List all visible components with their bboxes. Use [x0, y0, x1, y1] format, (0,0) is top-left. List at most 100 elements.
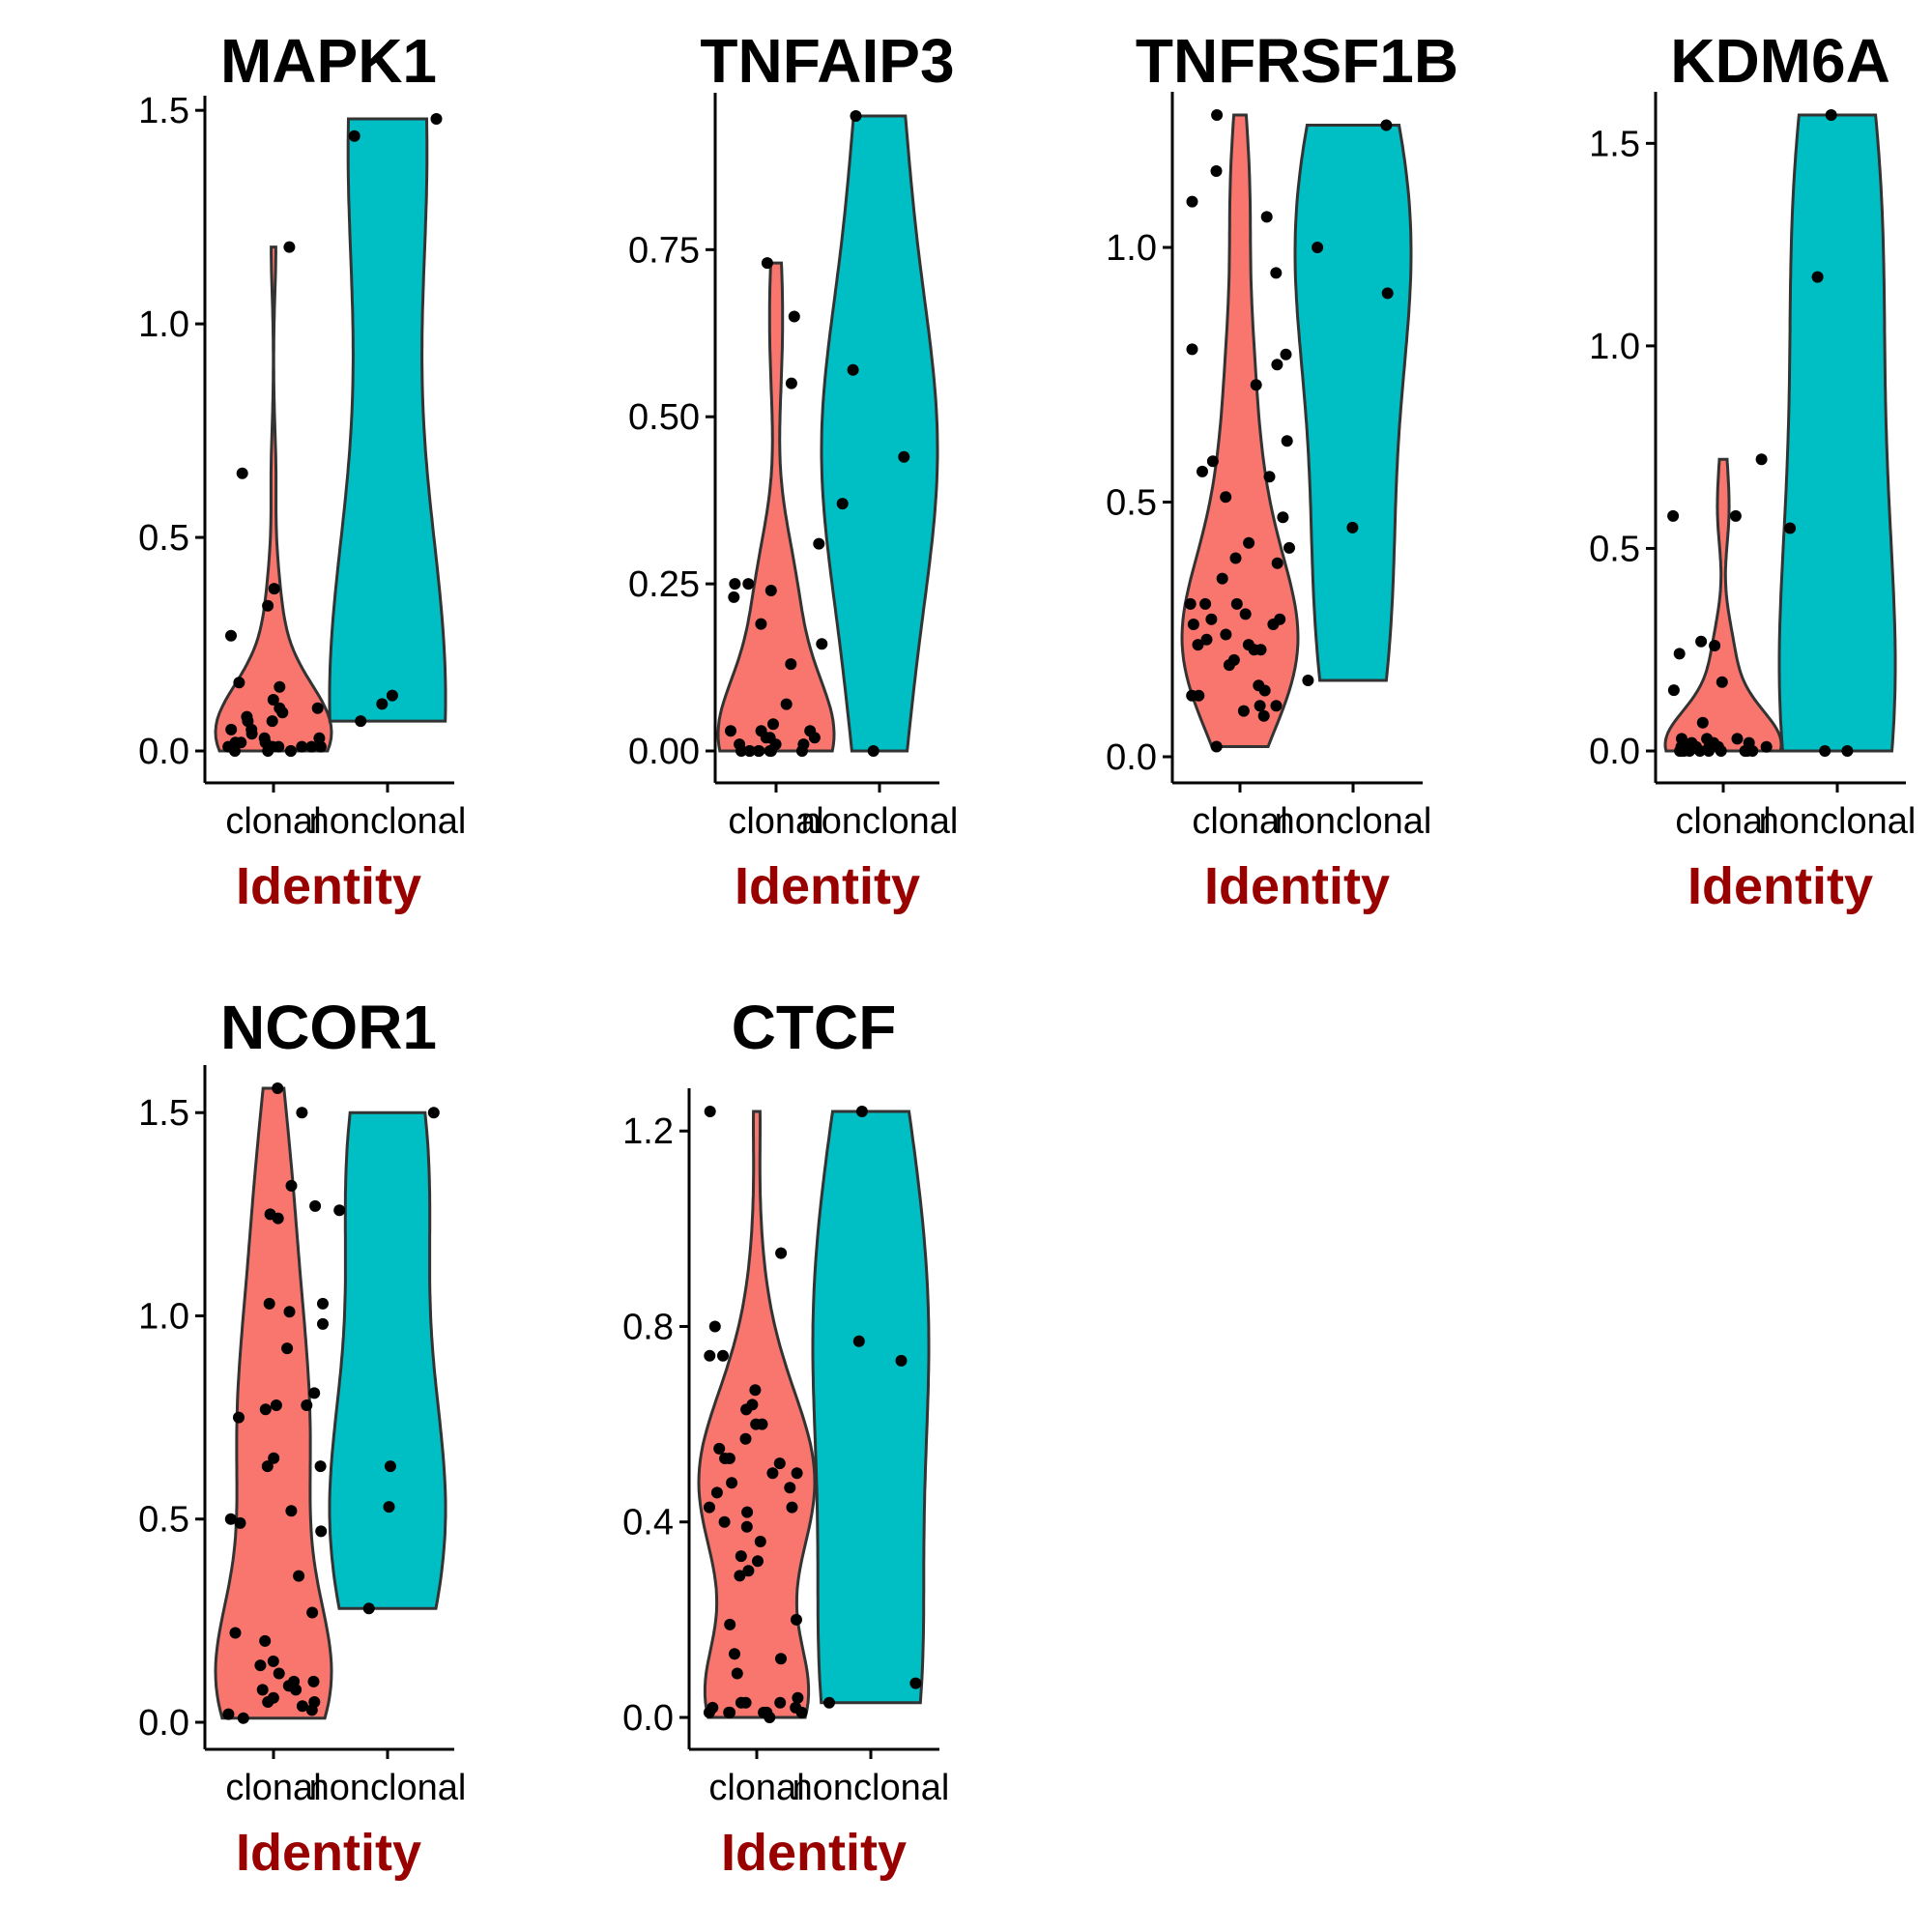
- x-tick-label: nonclonal: [1759, 801, 1917, 842]
- data-point: [1239, 608, 1252, 620]
- data-point: [898, 450, 910, 463]
- data-point: [317, 1297, 329, 1310]
- data-point: [1230, 597, 1243, 610]
- data-point: [296, 1107, 308, 1119]
- data-point: [355, 715, 367, 728]
- panel-title: TNFAIP3: [700, 26, 954, 96]
- y-tick-label: 1.0: [138, 1296, 189, 1337]
- data-point: [717, 1349, 729, 1362]
- data-point: [795, 1706, 808, 1718]
- data-point: [306, 1606, 319, 1619]
- data-point: [706, 1701, 719, 1714]
- data-point: [1825, 109, 1837, 121]
- data-point: [234, 1516, 246, 1529]
- data-point: [273, 740, 285, 753]
- y-tick-label: 0.0: [138, 1703, 189, 1744]
- data-point: [1673, 648, 1686, 660]
- violin-nonclonal: [328, 117, 447, 723]
- panel-title: CTCF: [732, 993, 897, 1062]
- data-point: [731, 1667, 743, 1680]
- violin-nonclonal: [1293, 124, 1413, 682]
- data-point: [1210, 740, 1223, 753]
- data-point: [795, 745, 808, 757]
- data-point: [281, 1342, 294, 1355]
- data-point: [283, 241, 296, 253]
- data-point: [746, 1399, 759, 1411]
- data-point: [1243, 536, 1255, 549]
- data-point: [1260, 211, 1273, 223]
- data-point: [734, 1570, 746, 1582]
- data-point: [852, 1335, 865, 1347]
- data-point: [290, 1684, 303, 1696]
- data-point: [704, 1501, 715, 1514]
- data-point: [774, 1696, 787, 1709]
- data-point: [780, 698, 793, 710]
- data-point: [273, 1667, 285, 1680]
- data-point: [256, 1684, 269, 1696]
- data-point: [296, 740, 308, 753]
- data-point: [430, 113, 443, 125]
- data-point: [314, 740, 327, 753]
- data-point: [1227, 653, 1240, 666]
- data-point: [313, 732, 326, 744]
- data-point: [1760, 740, 1773, 753]
- violin-nonclonal: [1777, 113, 1897, 753]
- y-tick-label: 0.50: [628, 397, 700, 438]
- data-point: [362, 1602, 375, 1615]
- data-point: [775, 1247, 788, 1259]
- data-point: [333, 1204, 346, 1217]
- data-point: [739, 1432, 752, 1445]
- data-point: [305, 740, 318, 753]
- data-point: [813, 537, 825, 550]
- data-point: [764, 1712, 776, 1723]
- y-tick-label: 1.0: [138, 304, 189, 345]
- data-point: [272, 1082, 284, 1094]
- data-point: [267, 1655, 279, 1667]
- data-point: [734, 738, 746, 751]
- data-point: [836, 498, 849, 510]
- data-point: [308, 1387, 321, 1399]
- data-point: [236, 467, 248, 479]
- data-point: [788, 310, 800, 323]
- data-point: [229, 736, 242, 749]
- data-point: [383, 1501, 395, 1514]
- data-point: [775, 1653, 787, 1665]
- data-point: [791, 1467, 803, 1480]
- y-tick-label: 0.5: [1589, 529, 1640, 569]
- data-point: [726, 1477, 738, 1489]
- violin-clonal: [716, 261, 836, 753]
- x-tick-label: clonal: [225, 801, 321, 842]
- data-point: [241, 710, 253, 723]
- data-point: [1205, 613, 1218, 625]
- data-point: [735, 1550, 747, 1563]
- y-tick-label: 1.5: [1589, 124, 1640, 164]
- data-point: [254, 1659, 267, 1672]
- data-point: [867, 745, 879, 757]
- x-tick-label: clonal: [1675, 801, 1771, 842]
- data-point: [276, 706, 289, 719]
- data-point: [1381, 287, 1394, 300]
- data-point: [315, 1525, 328, 1538]
- data-point: [743, 745, 756, 757]
- data-point: [718, 1515, 731, 1528]
- data-point: [311, 702, 324, 714]
- data-point: [895, 1354, 908, 1367]
- data-point: [1283, 541, 1295, 554]
- x-axis-title: Identity: [1687, 857, 1873, 915]
- x-tick-label: nonclonal: [309, 801, 467, 842]
- panel-title: KDM6A: [1670, 26, 1890, 96]
- data-point: [427, 1107, 440, 1119]
- data-point: [1253, 679, 1265, 692]
- data-point: [259, 1634, 272, 1647]
- data-point: [724, 1706, 736, 1718]
- data-point: [1281, 435, 1293, 447]
- data-point: [764, 585, 777, 596]
- data-point: [804, 725, 817, 737]
- data-point: [237, 1712, 249, 1724]
